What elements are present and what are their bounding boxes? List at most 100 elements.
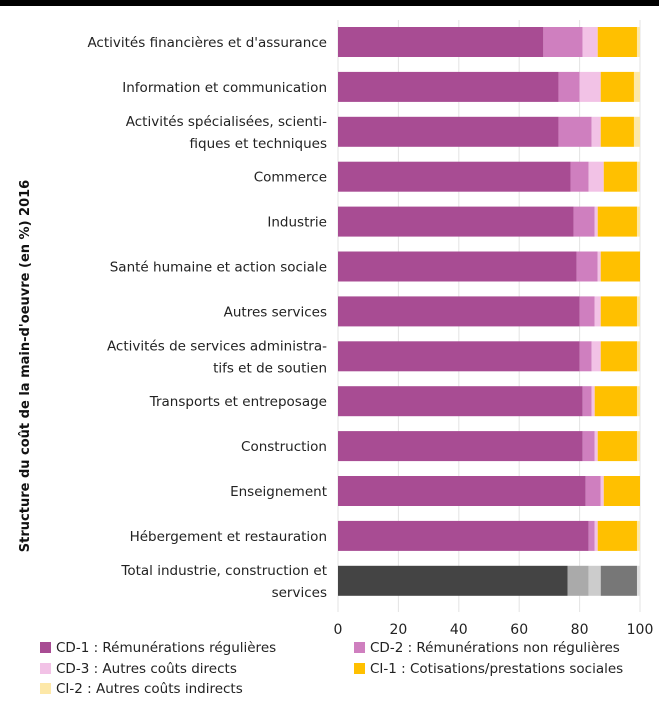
category-label: Autres services <box>224 304 327 320</box>
category-label: Enseignement <box>230 484 327 500</box>
bar-2-series-1 <box>558 116 592 147</box>
legend-swatch-4 <box>40 683 51 694</box>
category-label: fiques et techniques <box>190 136 328 152</box>
bar-9-series-4 <box>636 431 640 462</box>
bar-3-series-1 <box>570 161 589 192</box>
category-label: Activités spécialisées, scienti- <box>126 114 327 130</box>
bar-7-series-1 <box>579 341 592 372</box>
x-tick-0: 0 <box>334 622 343 638</box>
bar-11-series-0 <box>338 520 589 551</box>
x-tick-80: 80 <box>571 622 589 638</box>
bar-8-series-4 <box>636 386 640 417</box>
bar-6-series-1 <box>579 296 595 327</box>
bars-group <box>338 27 640 596</box>
bar-11-series-1 <box>588 520 595 551</box>
bar-9-series-1 <box>582 431 595 462</box>
category-label: Activités de services administra- <box>107 338 327 354</box>
bar-4-series-0 <box>338 206 574 237</box>
legend-swatch-1 <box>354 642 365 653</box>
bar-3-series-4 <box>636 161 640 192</box>
category-label: Information et communication <box>122 80 327 96</box>
category-label: Construction <box>241 439 327 455</box>
bar-6-series-4 <box>636 296 640 327</box>
bar-5-series-0 <box>338 251 577 282</box>
bar-12-series-4 <box>636 565 640 596</box>
bar-0-series-2 <box>582 27 598 57</box>
category-label: tifs et de soutien <box>213 360 327 376</box>
bar-7-series-2 <box>591 341 601 372</box>
bar-4-series-3 <box>597 206 637 237</box>
bar-8-series-2 <box>591 386 595 417</box>
bar-1-series-4 <box>633 71 640 102</box>
bar-6-series-2 <box>594 296 601 327</box>
bar-11-series-2 <box>594 520 598 551</box>
category-label: Hébergement et restauration <box>130 529 327 545</box>
bar-4-series-1 <box>573 206 595 237</box>
x-tick-100: 100 <box>627 622 654 638</box>
bar-8-series-1 <box>582 386 592 417</box>
x-tick-20: 20 <box>389 622 407 638</box>
bar-6-series-3 <box>600 296 637 327</box>
category-labels: Activités financières et d'assurance Info… <box>87 35 327 601</box>
legend-swatch-2 <box>40 663 51 674</box>
category-label: Commerce <box>254 170 327 186</box>
legend-label-3: CI-1 : Cotisations/prestations sociales <box>370 661 623 677</box>
category-label: Transports et entreposage <box>149 394 327 410</box>
category-label: services <box>272 585 327 601</box>
category-label: Activités financières et d'assurance <box>87 35 327 51</box>
bar-5-series-2 <box>597 251 601 282</box>
bar-8-series-0 <box>338 386 583 417</box>
bar-0-series-4 <box>636 27 640 57</box>
bar-3-series-3 <box>603 161 637 192</box>
bar-2-series-4 <box>633 116 640 147</box>
bar-1-series-2 <box>579 71 601 102</box>
bar-9-series-2 <box>594 431 598 462</box>
bar-9-series-3 <box>597 431 637 462</box>
legend-label-0: CD-1 : Rémunérations régulières <box>56 640 276 656</box>
x-tick-labels: 0 20 40 60 80 100 <box>334 622 654 638</box>
bar-6-series-0 <box>338 296 580 327</box>
bar-12-series-1 <box>567 565 589 596</box>
legend-label-2: CD-3 : Autres coûts directs <box>56 661 237 677</box>
bar-7-series-3 <box>600 341 637 372</box>
bar-5-series-3 <box>600 251 640 282</box>
top-rule <box>0 0 659 6</box>
bar-2-series-0 <box>338 116 559 147</box>
bar-4-series-2 <box>594 206 598 237</box>
bar-1-series-0 <box>338 71 559 102</box>
bar-2-series-2 <box>591 116 601 147</box>
bar-0-series-3 <box>597 27 637 57</box>
category-label: Total industrie, construction et <box>120 563 327 579</box>
legend: CD-1 : Rémunérations régulières CD-2 : Ré… <box>40 640 623 697</box>
bar-10-series-2 <box>600 476 604 506</box>
legend-label-1: CD-2 : Rémunérations non régulières <box>370 640 620 656</box>
category-label: Industrie <box>267 215 327 231</box>
bar-7-series-0 <box>338 341 580 372</box>
y-axis-label: Structure du coût de la main-d'oeuvre (e… <box>18 180 33 552</box>
bar-5-series-1 <box>576 251 598 282</box>
bar-0-series-0 <box>338 27 544 57</box>
bar-12-series-2 <box>588 565 601 596</box>
bar-10-series-3 <box>603 476 640 506</box>
bar-1-series-1 <box>558 71 580 102</box>
bar-9-series-0 <box>338 431 583 462</box>
bar-8-series-3 <box>594 386 637 417</box>
category-label: Santé humaine et action sociale <box>110 260 327 276</box>
bar-3-series-2 <box>588 161 604 192</box>
bar-0-series-1 <box>543 27 583 57</box>
bar-10-series-0 <box>338 476 586 506</box>
bar-2-series-3 <box>600 116 634 147</box>
bar-7-series-4 <box>636 341 640 372</box>
bar-12-series-3 <box>600 565 637 596</box>
bar-10-series-1 <box>585 476 601 506</box>
bar-11-series-3 <box>597 520 637 551</box>
bar-11-series-4 <box>636 520 640 551</box>
legend-swatch-0 <box>40 642 51 653</box>
bar-3-series-0 <box>338 161 571 192</box>
x-tick-40: 40 <box>450 622 468 638</box>
legend-swatch-3 <box>354 663 365 674</box>
legend-label-4: CI-2 : Autres coûts indirects <box>56 681 243 697</box>
bar-4-series-4 <box>636 206 640 237</box>
bar-1-series-3 <box>600 71 634 102</box>
